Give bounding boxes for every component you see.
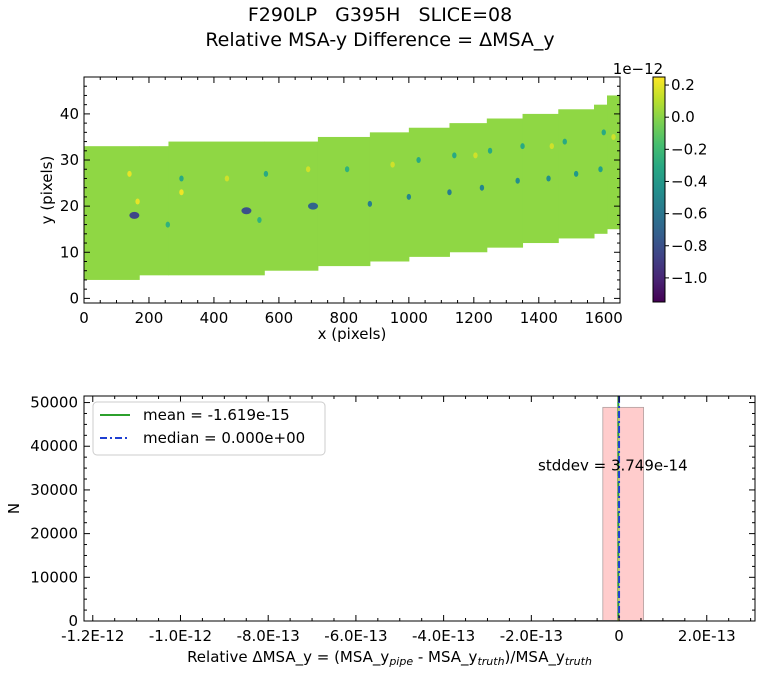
y-tick-label: 10 bbox=[60, 243, 79, 261]
colorbar-tick-label: 0.0 bbox=[671, 108, 695, 126]
stddev-annotation: stddev = 3.749e-14 bbox=[538, 456, 688, 474]
heatmap-pixel bbox=[447, 189, 452, 196]
heatmap-pixel bbox=[224, 175, 230, 182]
slit-band-segment bbox=[522, 113, 559, 244]
heatmap-pixel bbox=[390, 161, 395, 168]
legend-mean-label: mean = -1.619e-15 bbox=[143, 406, 290, 424]
heatmap-pixel bbox=[520, 143, 525, 150]
colorbar bbox=[652, 76, 666, 303]
heatmap-area bbox=[84, 95, 620, 280]
figure-title-line2: Relative MSA-y Difference = ΔMSA_y bbox=[205, 29, 555, 51]
hist-y-axis-label: N bbox=[5, 503, 23, 514]
y-tick-label: 40 bbox=[60, 105, 79, 123]
x-tick-label: 800 bbox=[330, 309, 359, 327]
histogram-bar bbox=[602, 406, 645, 622]
slit-band-segment bbox=[84, 146, 140, 280]
y-axis-label: y (pixels) bbox=[38, 156, 56, 225]
heatmap-pixel bbox=[562, 138, 567, 145]
colorbar-tick-label: −1.0 bbox=[671, 269, 707, 287]
hist-y-tick-label: 0 bbox=[68, 612, 78, 630]
x-tick-label: 1400 bbox=[520, 309, 558, 327]
hist-y-tick-label: 20000 bbox=[30, 525, 78, 543]
colorbar-tick-label: −0.2 bbox=[671, 140, 707, 158]
heatmap-pixel bbox=[263, 170, 269, 177]
x-label-part-sub3: truth bbox=[565, 655, 592, 668]
hist-x-tick-label: -8.0E-13 bbox=[237, 627, 300, 645]
heatmap-pixel bbox=[305, 166, 311, 173]
heatmap-pixel bbox=[406, 193, 412, 200]
x-label-part-mid: - MSA_y bbox=[413, 648, 477, 667]
heatmap-pixel bbox=[179, 175, 184, 182]
colorbar-offset-label: 1e−12 bbox=[613, 60, 663, 78]
y-tick-label: 30 bbox=[60, 151, 79, 169]
x-tick-label: 0 bbox=[79, 309, 89, 327]
heatmap-pixel bbox=[129, 211, 140, 219]
hist-x-tick-label: 2.0E-13 bbox=[678, 627, 736, 645]
heatmap-axes-frame bbox=[83, 76, 621, 304]
hist-x-tick-label: -4.0E-13 bbox=[412, 627, 475, 645]
heatmap-pixel bbox=[165, 221, 171, 228]
heatmap-pixel bbox=[598, 166, 603, 173]
hist-y-tick-label: 50000 bbox=[30, 394, 78, 412]
x-tick-label: 1000 bbox=[390, 309, 428, 327]
y-tick-label: 20 bbox=[60, 197, 79, 215]
figure-title-line1: F290LP G395H SLICE=08 bbox=[247, 4, 513, 26]
heatmap-pixel bbox=[479, 184, 485, 191]
heatmap-pixel bbox=[416, 157, 421, 164]
slit-band-segment bbox=[607, 95, 620, 230]
heatmap-pixel bbox=[308, 202, 319, 210]
hist-x-tick-label: -1.0E-12 bbox=[149, 627, 212, 645]
hist-x-tick-label: 0 bbox=[614, 627, 624, 645]
heatmap-pixel bbox=[135, 198, 140, 205]
hist-x-tick-label: -1.2E-12 bbox=[61, 627, 124, 645]
heatmap-pixel bbox=[473, 152, 478, 159]
colorbar-tick-label: 0.2 bbox=[671, 76, 695, 94]
legend-median-label: median = 0.000e+00 bbox=[143, 429, 305, 447]
x-label-part-prefix: Relative ΔMSA_y = (MSA_y bbox=[187, 648, 389, 667]
x-axis-label: x (pixels) bbox=[318, 325, 387, 343]
x-label-part-sub1: pipe bbox=[388, 655, 413, 668]
heatmap-pixel bbox=[546, 175, 551, 182]
y-tick-label: 0 bbox=[69, 289, 79, 307]
histogram-axes-frame bbox=[83, 395, 756, 622]
x-tick-label: 600 bbox=[265, 309, 294, 327]
colorbar-tick-label: −0.6 bbox=[671, 205, 707, 223]
heatmap-pixel bbox=[601, 129, 606, 136]
x-label-part-sub2: truth bbox=[477, 655, 504, 668]
heatmap-pixel bbox=[127, 170, 132, 177]
legend-box bbox=[92, 401, 326, 456]
hist-y-tick-label: 10000 bbox=[30, 568, 78, 586]
x-tick-label: 1200 bbox=[455, 309, 493, 327]
slit-band-segment bbox=[369, 132, 410, 262]
hist-x-axis-label: Relative ΔMSA_y = (MSA_ypipe - MSA_ytrut… bbox=[187, 648, 592, 668]
x-tick-label: 200 bbox=[135, 309, 164, 327]
heatmap-pixel bbox=[241, 207, 252, 215]
x-label-part-mid2: )/MSA_y bbox=[505, 648, 565, 667]
heatmap-pixel bbox=[515, 177, 520, 184]
hist-y-tick-label: 40000 bbox=[30, 437, 78, 455]
slit-band-segment bbox=[317, 136, 371, 267]
heatmap-pixel bbox=[549, 143, 554, 150]
heatmap-pixel bbox=[452, 152, 457, 159]
heatmap-pixel bbox=[573, 170, 579, 177]
hist-x-tick-label: -2.0E-13 bbox=[500, 627, 563, 645]
hist-x-tick-label: -6.0E-13 bbox=[324, 627, 387, 645]
x-tick-label: 1600 bbox=[585, 309, 623, 327]
heatmap-pixel bbox=[179, 189, 184, 196]
heatmap-pixel bbox=[367, 200, 373, 207]
colorbar-tick-label: −0.8 bbox=[671, 237, 707, 255]
heatmap-pixel bbox=[257, 216, 262, 223]
heatmap-pixel bbox=[487, 147, 493, 154]
heatmap-pixel bbox=[611, 133, 616, 140]
heatmap-pixel bbox=[344, 166, 350, 173]
slit-band-segment bbox=[139, 146, 169, 276]
slit-band-segment bbox=[168, 141, 265, 276]
colorbar-tick-label: −0.4 bbox=[671, 172, 707, 190]
x-tick-label: 400 bbox=[200, 309, 229, 327]
hist-y-tick-label: 30000 bbox=[30, 481, 78, 499]
slit-band-segment bbox=[408, 127, 450, 257]
